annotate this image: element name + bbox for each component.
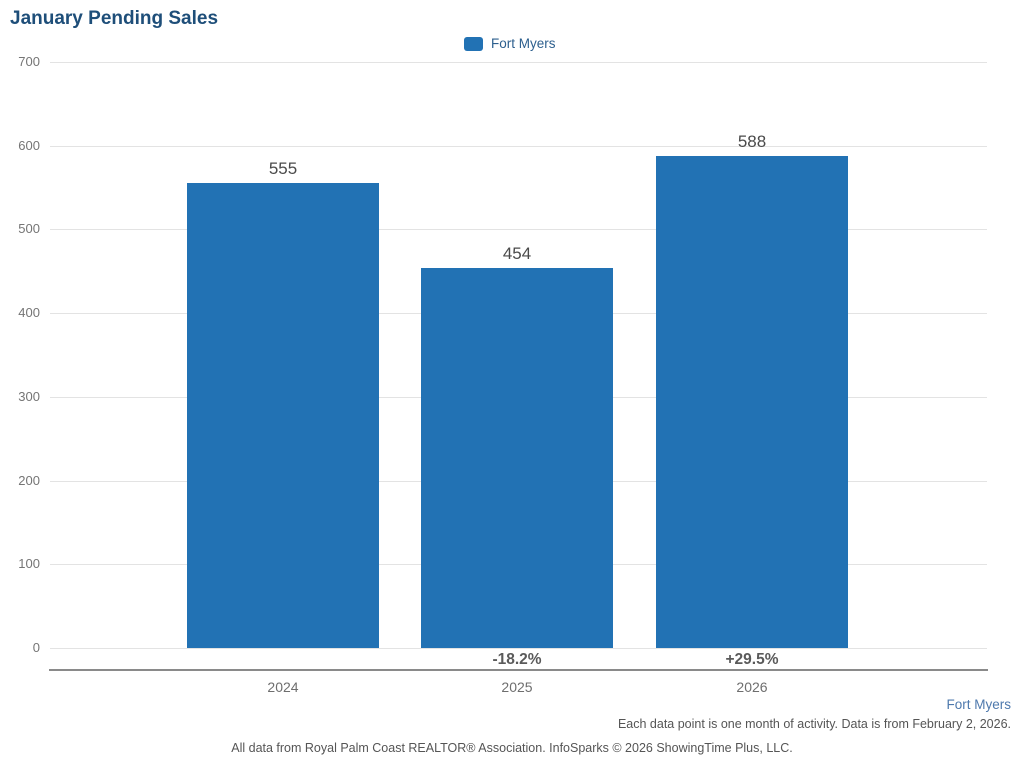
bar-value-label: 555 [268, 159, 298, 179]
y-tick-label: 700 [18, 54, 40, 69]
x-axis-line [49, 669, 988, 671]
chart-title: January Pending Sales [10, 8, 219, 29]
legend-label: Fort Myers [491, 36, 556, 51]
y-tick-label: 200 [18, 472, 40, 488]
bar-value-label: 588 [737, 131, 767, 151]
bar-2026[interactable] [656, 155, 848, 648]
bar-change-label: -18.2% [492, 651, 542, 668]
footer-note-right: Each data point is one month of activity… [617, 717, 1011, 731]
legend-swatch-icon [464, 36, 483, 51]
y-tick-label: 0 [32, 640, 40, 655]
y-tick-label: 600 [18, 137, 40, 153]
y-tick-label: 400 [18, 305, 40, 321]
x-tick-label: 2026 [736, 679, 768, 695]
gridline [50, 62, 987, 63]
bar-2024[interactable] [187, 183, 379, 648]
gridline [50, 229, 987, 231]
x-tick-label: 2024 [267, 679, 299, 695]
footer-series-label: Fort Myers [946, 697, 1011, 712]
bar-2025[interactable] [421, 267, 613, 648]
gridline [50, 648, 987, 649]
x-tick-label: 2025 [501, 679, 533, 695]
bar-change-label: +29.5% [725, 651, 779, 668]
y-tick-label: 500 [18, 221, 40, 237]
bar-value-label: 454 [502, 243, 532, 263]
chart-legend[interactable]: Fort Myers [464, 36, 556, 51]
gridline [50, 145, 987, 147]
y-tick-label: 300 [18, 388, 40, 404]
y-tick-label: 100 [18, 556, 40, 572]
footer-note-center: All data from Royal Palm Coast REALTOR® … [231, 741, 793, 755]
